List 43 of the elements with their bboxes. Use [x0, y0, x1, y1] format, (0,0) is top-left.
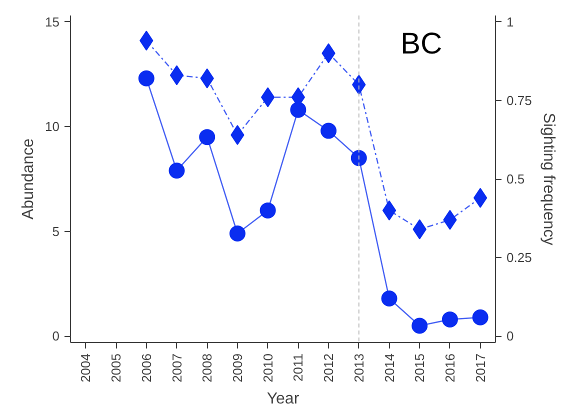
y-tick-label: 10	[45, 119, 60, 134]
point	[320, 122, 337, 139]
x-tick-label: 2017	[472, 354, 488, 382]
y2-tick-label: 1	[506, 14, 514, 30]
y-tick-label: 0	[52, 328, 60, 344]
x-tick-label: 2015	[412, 354, 428, 382]
point	[260, 87, 275, 108]
x-tick-label: 2008	[200, 354, 215, 382]
point	[199, 129, 216, 146]
y-tick-label: 15	[45, 14, 60, 30]
y-tick-label: 5	[52, 224, 60, 239]
point	[170, 65, 184, 86]
x-tick-label: 2014	[382, 354, 397, 382]
point	[229, 226, 246, 242]
point	[382, 200, 396, 220]
x-tick-label: 2010	[260, 354, 276, 382]
point	[138, 70, 154, 86]
y-axis-title: Abundance	[20, 138, 38, 220]
point	[442, 311, 458, 328]
x-tick-label: 2013	[351, 354, 366, 382]
x-tick-label: 2007	[169, 354, 184, 382]
point	[168, 162, 185, 179]
y2-tick-label: 0.75	[506, 92, 532, 108]
annotation: BC	[400, 28, 442, 60]
x-tick-label: 2009	[230, 354, 245, 382]
y2-axis-title: Sighting frequency	[540, 112, 557, 246]
y2-tick-label: 0.25	[506, 250, 532, 266]
x-tick-label: 2005	[108, 354, 124, 382]
x-axis-title: Year	[266, 390, 300, 408]
y2-tick-label: 0.5	[506, 172, 525, 186]
point	[381, 290, 398, 306]
point	[260, 202, 276, 218]
point	[472, 309, 488, 326]
x-tick-label: 2011	[290, 353, 306, 382]
x-tick-label: 2012	[321, 354, 336, 382]
point	[290, 102, 306, 118]
y2-tick-label: 0	[506, 328, 514, 344]
x-tick-label: 2004	[78, 354, 94, 382]
x-tick-label: 2016	[442, 354, 458, 382]
point	[350, 150, 367, 166]
point	[473, 188, 488, 208]
x-tick-label: 2006	[138, 354, 154, 382]
point	[412, 318, 428, 334]
